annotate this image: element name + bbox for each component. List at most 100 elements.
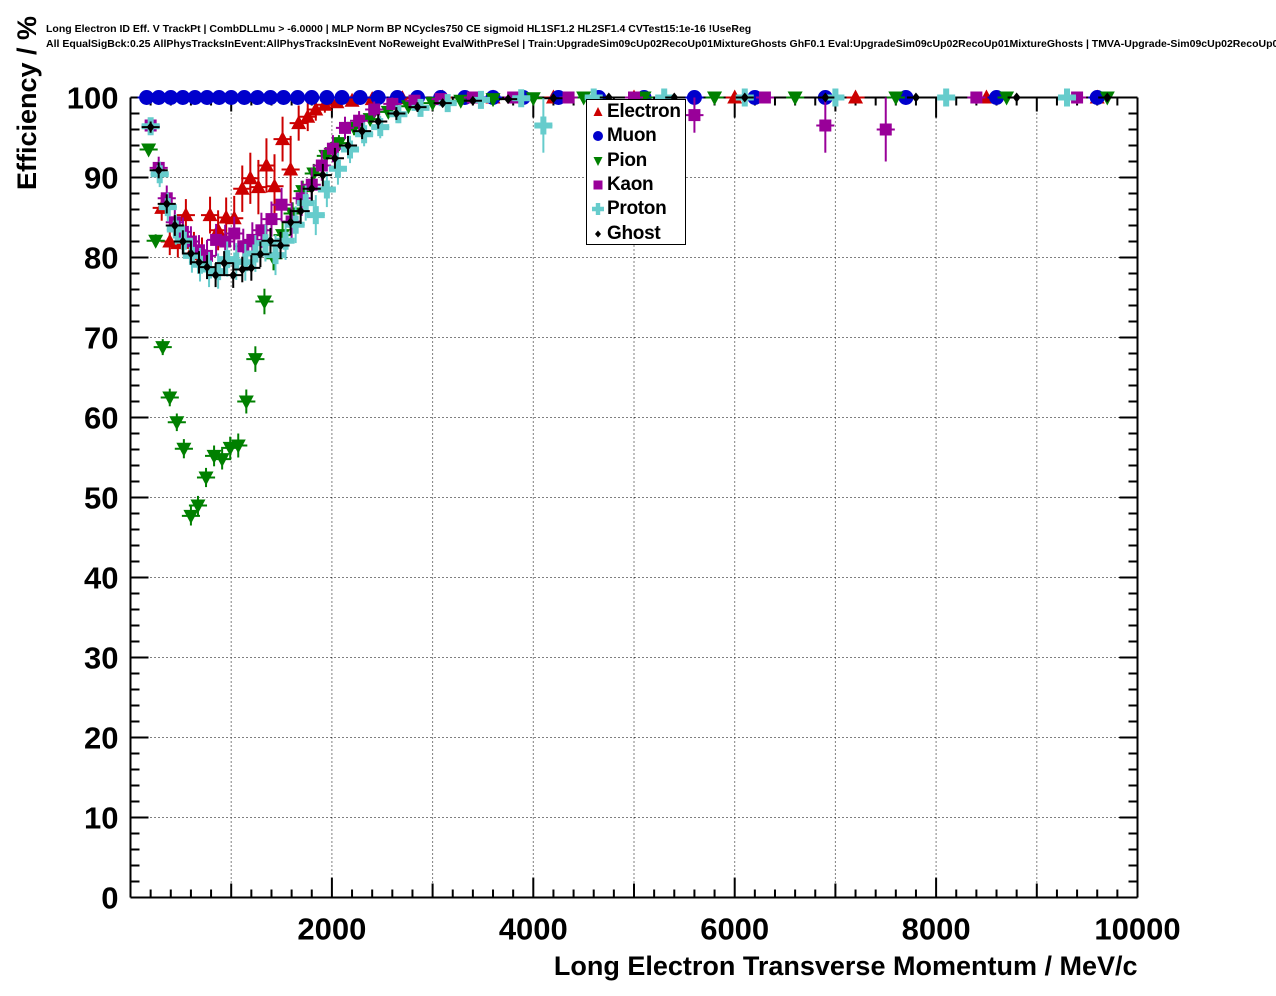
data-point-marker	[247, 262, 256, 273]
data-point-marker	[286, 215, 305, 234]
data-point-marker	[758, 91, 771, 104]
chart-legend: Electron Muon Pion Kaon Proton Ghost	[586, 99, 686, 245]
data-point-marker	[223, 90, 239, 105]
data-point-marker	[199, 90, 215, 105]
y-tick-label: 0	[101, 881, 118, 916]
legend-row-proton[interactable]: Proton	[587, 197, 685, 221]
data-point-marker	[250, 179, 266, 194]
triangle-down-icon	[589, 151, 607, 171]
legend-label: Muon	[607, 125, 657, 147]
data-point-marker	[826, 88, 845, 107]
data-point-marker	[989, 90, 1005, 105]
legend-marker-glyph	[593, 180, 603, 190]
legend-marker-glyph	[593, 107, 603, 117]
data-point-marker	[307, 183, 316, 194]
data-point-marker	[211, 90, 227, 105]
legend-label: Pion	[607, 149, 647, 171]
data-point-marker	[267, 178, 283, 193]
data-point-marker	[1058, 88, 1077, 107]
data-point-marker	[341, 140, 360, 159]
data-point-marker	[911, 92, 920, 103]
legend-row-pion[interactable]: Pion	[587, 149, 685, 173]
data-point-marker	[170, 220, 179, 231]
data-point-marker	[485, 93, 501, 108]
data-point-marker	[229, 270, 238, 281]
data-point-marker	[306, 206, 325, 225]
data-point-marker	[202, 207, 218, 222]
data-point-marker	[192, 244, 205, 257]
data-point-marker	[386, 97, 399, 110]
data-point-marker	[256, 295, 272, 310]
x-tick-label: 6000	[700, 912, 769, 947]
data-point-marker	[214, 453, 230, 468]
data-point-marker	[317, 180, 336, 199]
data-point-marker	[163, 90, 179, 105]
data-point-marker	[584, 88, 603, 107]
legend-row-ghost[interactable]: Ghost	[587, 221, 685, 245]
data-point-marker	[334, 90, 350, 105]
data-point-marker	[262, 90, 278, 105]
data-point-marker	[707, 91, 723, 106]
data-point-marker	[358, 126, 367, 137]
legend-row-electron[interactable]: Electron	[587, 100, 685, 124]
data-point-marker	[150, 165, 169, 184]
data-point-marker	[296, 206, 305, 217]
data-point-marker	[148, 234, 164, 249]
data-point-marker	[512, 89, 531, 108]
legend-marker-glyph	[593, 156, 603, 166]
data-point-marker	[821, 92, 830, 103]
data-point-marker	[178, 236, 187, 247]
legend-label: Proton	[607, 198, 667, 220]
data-point-marker	[151, 90, 167, 105]
legend-row-kaon[interactable]: Kaon	[587, 173, 685, 197]
data-point-marker	[154, 165, 163, 176]
data-point-marker	[283, 161, 299, 176]
legend-marker-glyph	[592, 203, 604, 216]
data-point-marker	[230, 439, 246, 454]
data-point-marker	[355, 125, 374, 144]
title-line-1: Long Electron ID Eff. V TrackPt | CombDL…	[46, 23, 752, 35]
data-point-marker	[468, 95, 477, 106]
data-point-marker	[169, 416, 185, 431]
data-point-marker	[198, 471, 214, 486]
data-point-marker	[209, 262, 228, 281]
y-tick-label: 50	[84, 481, 118, 516]
y-tick-label: 80	[84, 241, 118, 276]
data-point-marker	[534, 116, 553, 135]
data-point-marker	[166, 220, 185, 239]
axis-titles: Efficiency / % Long Electron Transverse M…	[12, 16, 1138, 981]
data-point-marker	[970, 91, 983, 104]
data-point-marker	[747, 90, 763, 105]
data-point-marker	[368, 103, 381, 116]
legend-row-muon[interactable]: Muon	[587, 124, 685, 148]
data-point-marker	[255, 224, 268, 237]
x-tick-label: 10000	[1094, 912, 1180, 947]
data-point-marker	[258, 157, 274, 172]
data-point-marker	[238, 395, 254, 410]
x-tick-label: 4000	[499, 912, 568, 947]
data-point-marker	[315, 159, 328, 172]
data-point-marker	[218, 250, 237, 269]
data-point-marker	[141, 143, 157, 158]
grid-lines	[130, 97, 1138, 898]
square-icon	[589, 175, 607, 195]
x-tick-label: 8000	[902, 912, 971, 947]
data-point-marker	[374, 116, 383, 127]
data-point-marker	[249, 90, 265, 105]
data-point-marker	[256, 234, 275, 253]
y-axis-title: Efficiency / %	[12, 16, 42, 190]
data-point-marker	[275, 131, 291, 146]
data-point-marker	[296, 194, 315, 213]
x-tick-label: 2000	[297, 912, 366, 947]
data-point-marker	[246, 233, 259, 246]
data-point-marker	[291, 115, 307, 130]
data-point-marker	[176, 442, 192, 457]
data-point-marker	[203, 262, 212, 273]
data-point-marker	[162, 391, 178, 406]
dot-icon	[589, 224, 607, 244]
data-point-marker	[328, 159, 347, 178]
data-point-marker	[190, 499, 206, 514]
data-point-marker	[999, 91, 1015, 106]
circle-icon	[589, 126, 607, 146]
